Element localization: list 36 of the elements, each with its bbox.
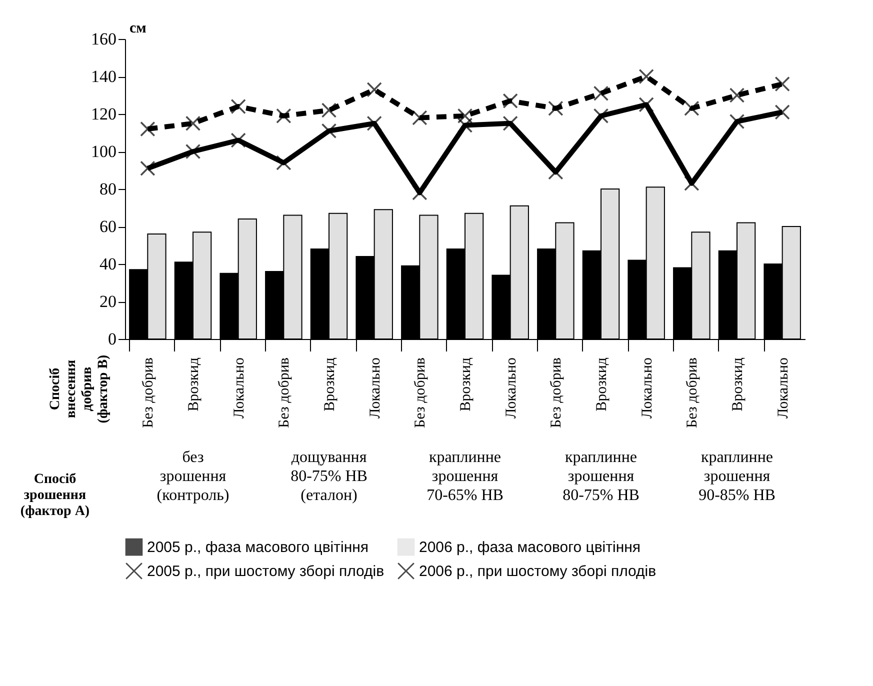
x-tick-label: Врозкид bbox=[458, 357, 474, 412]
text: краплинне зрошення 80-75% НВ bbox=[562, 449, 640, 504]
text: краплинне зрошення 70-65% НВ bbox=[426, 449, 504, 504]
x-tick-label: Врозкид bbox=[322, 357, 338, 412]
y-tick-label: 160 bbox=[91, 30, 116, 48]
y-axis-title: см bbox=[130, 20, 146, 36]
x-tick-label: Без добрив bbox=[276, 358, 293, 428]
x-tick-label: Без добрив bbox=[548, 358, 565, 428]
text: краплинне зрошення 90-85% НВ bbox=[698, 449, 776, 504]
x-tick-label: Без добрив bbox=[412, 358, 429, 428]
text: Спосіб зрошення (фактор А) bbox=[20, 472, 90, 519]
y-tick-label: 120 bbox=[91, 104, 116, 124]
legend-label: 2005 р., фаза масового цвітіння bbox=[147, 539, 369, 556]
y-tick-label: 40 bbox=[100, 254, 116, 274]
x-tick-label: Врозкид bbox=[186, 357, 202, 412]
y-tick-label: 60 bbox=[100, 217, 116, 236]
x-tick-label: Локально bbox=[231, 358, 248, 419]
legend-label: 2006 р., при шостому зборі плодів bbox=[419, 563, 656, 580]
text: Спосіб внесення добрив (фактор В) bbox=[48, 354, 111, 424]
y-tick-label: 80 bbox=[100, 180, 116, 198]
y-tick-label: 0 bbox=[108, 330, 116, 348]
x-tick-label: Локально bbox=[639, 358, 656, 419]
y-tick-label: 140 bbox=[91, 67, 116, 86]
x-tick-label: Локально bbox=[775, 358, 792, 419]
text: дощування 80-75% НВ (еталон) bbox=[290, 449, 368, 504]
x-tick-label: Локально bbox=[367, 358, 384, 419]
text: без зрошення (контроль) bbox=[156, 449, 230, 504]
x-tick-label: Врозкид bbox=[594, 357, 610, 412]
y-tick-label: 100 bbox=[91, 142, 116, 161]
x-tick-label: Локально bbox=[503, 358, 520, 419]
y-tick-label: 20 bbox=[100, 292, 116, 311]
legend-label: 2005 р., при шостому зборі плодів bbox=[147, 563, 384, 580]
x-tick-label: Врозкид bbox=[730, 357, 746, 412]
legend-label: 2006 р., фаза масового цвітіння bbox=[419, 539, 641, 556]
x-tick-label: Без добрив bbox=[140, 358, 157, 428]
x-tick-label: Без добрив bbox=[684, 358, 701, 428]
